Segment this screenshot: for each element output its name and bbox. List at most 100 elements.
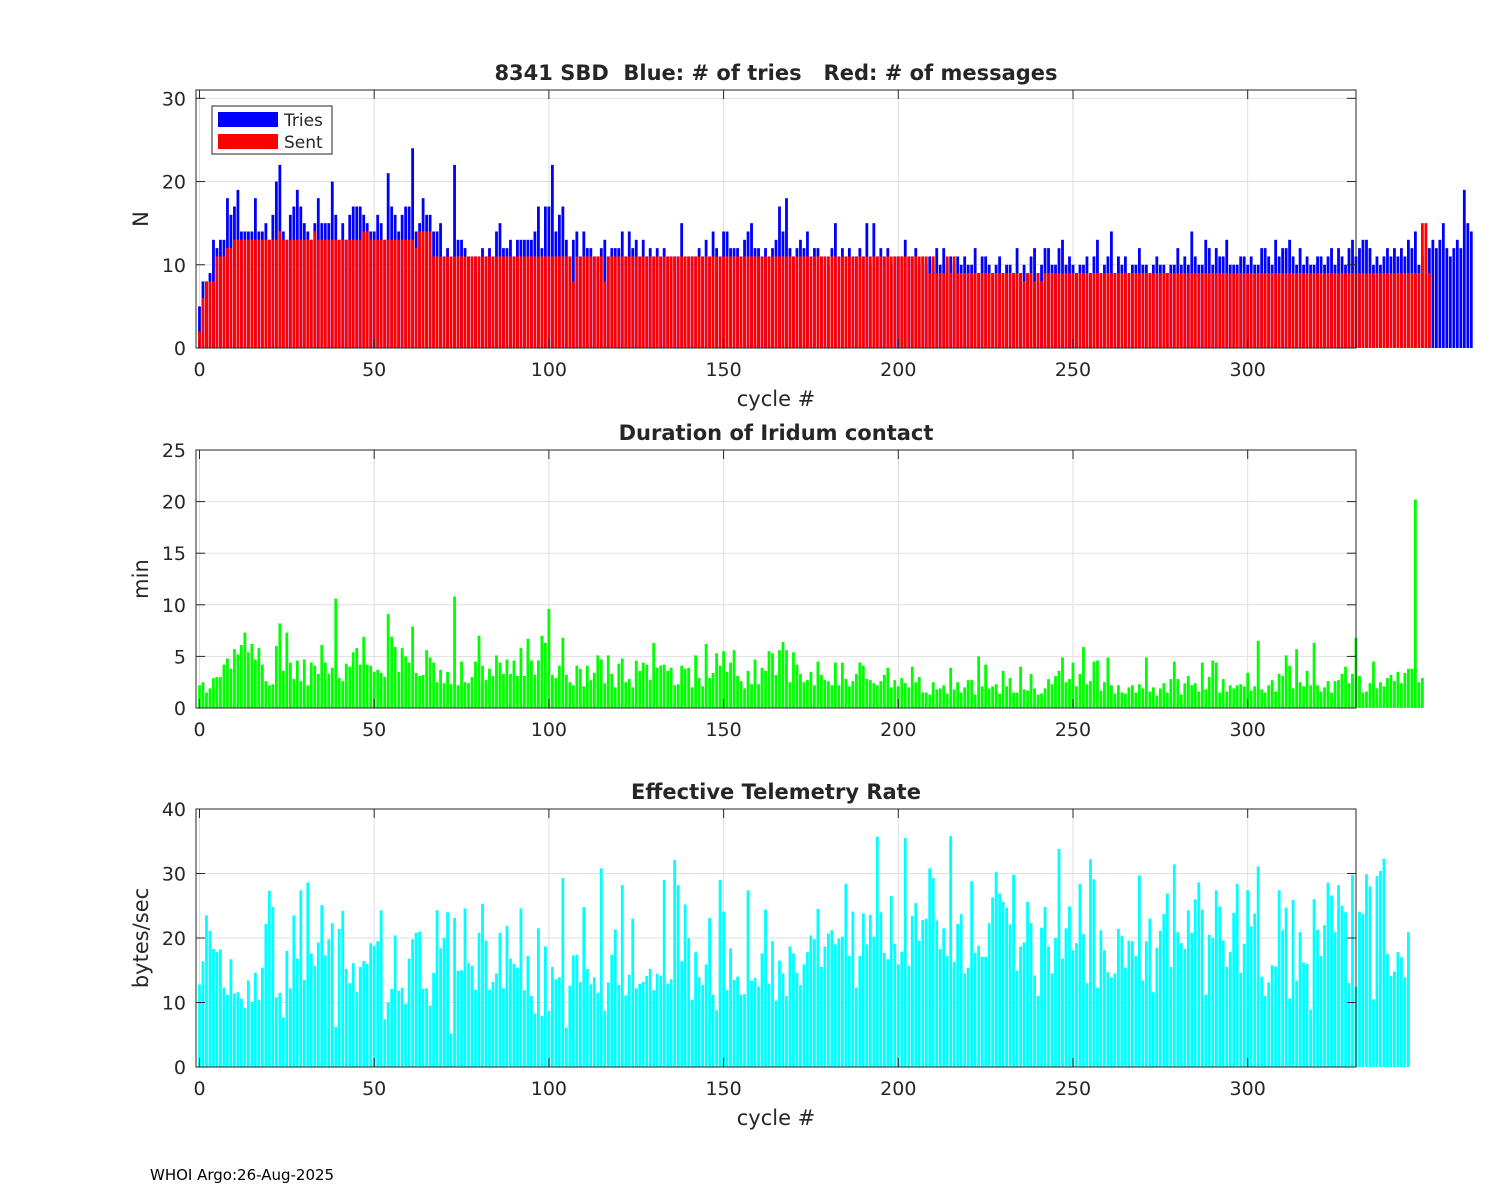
bar-rate-132 [659, 976, 663, 1067]
bar-duration-7 [222, 664, 226, 708]
bar-duration-264 [1120, 692, 1124, 708]
bar-rate-258 [1099, 930, 1103, 1067]
bar-duration-57 [397, 671, 401, 708]
bar-sent-140 [687, 256, 691, 348]
bar-rate-191 [865, 944, 869, 1067]
bar-rate-249 [1068, 906, 1071, 1067]
bar-rate-299 [1242, 943, 1246, 1067]
bar-rate-166 [778, 960, 781, 1067]
bar-rate-289 [1207, 934, 1211, 1067]
bar-sent-234 [1015, 273, 1019, 348]
bar-sent-264 [1120, 273, 1124, 348]
bar-sent-50 [372, 239, 376, 348]
bar-rate-16 [254, 972, 257, 1067]
bar-duration-182 [834, 662, 837, 708]
bar-rate-167 [781, 973, 785, 1067]
bar-duration-62 [414, 672, 418, 708]
bar-sent-328 [1344, 273, 1347, 348]
bar-duration-303 [1256, 640, 1260, 708]
bar-rate-14 [247, 980, 250, 1067]
bar-rate-67 [432, 972, 435, 1067]
bar-sent-301 [1249, 273, 1253, 348]
bar-duration-224 [980, 686, 984, 708]
chart-2: 0 50 100 150 200 250 300 0 5 10 15 20 25 Duration of … [129, 421, 1424, 741]
bar-duration-114 [596, 655, 600, 708]
bar-duration-245 [1054, 676, 1057, 708]
bar-duration-202 [903, 683, 907, 708]
bar-sent-120 [617, 256, 621, 348]
bar-duration-78 [470, 677, 474, 708]
bar-rate-189 [858, 956, 862, 1067]
bar-sent-254 [1085, 273, 1089, 348]
bar-sent-289 [1207, 273, 1211, 348]
bar-sent-237 [1026, 273, 1029, 348]
bar-sent-335 [1368, 273, 1372, 348]
bar-tries-364 [1469, 231, 1473, 348]
chart-title: Duration of Iridum contact [619, 421, 934, 445]
bar-duration-98 [540, 635, 544, 708]
bar-sent-205 [914, 256, 918, 348]
bar-sent-174 [806, 256, 809, 348]
bar-sent-135 [669, 256, 673, 348]
bar-rate-323 [1326, 882, 1330, 1067]
bar-sent-267 [1130, 273, 1134, 348]
bar-duration-241 [1040, 693, 1043, 708]
bar-rate-140 [687, 938, 691, 1067]
bar-sent-45 [355, 239, 359, 348]
bar-duration-47 [362, 636, 366, 708]
bar-tries-361 [1459, 248, 1463, 348]
bar-sent-229 [998, 273, 1002, 348]
bar-duration-338 [1379, 682, 1382, 708]
bar-sent-214 [945, 256, 949, 348]
bar-rate-295 [1228, 952, 1232, 1067]
axes-frame [195, 449, 1357, 709]
bar-duration-239 [1033, 688, 1036, 708]
bar-sent-294 [1225, 273, 1229, 348]
bar-sent-154 [736, 256, 739, 348]
bar-rate-117 [606, 982, 610, 1067]
bar-sent-321 [1319, 273, 1323, 348]
bar-duration-123 [627, 679, 631, 708]
bar-rate-198 [889, 896, 893, 1067]
bar-sent-139 [683, 256, 687, 348]
bar-sent-257 [1096, 273, 1099, 348]
y-tick-label: 25 [162, 440, 186, 462]
bar-rate-55 [390, 988, 394, 1067]
bar-rate-212 [938, 948, 942, 1067]
bar-rate-147 [711, 994, 715, 1067]
bar-sent-288 [1204, 273, 1208, 348]
bar-duration-305 [1263, 692, 1267, 708]
bar-sent-304 [1260, 273, 1264, 348]
bar-duration-250 [1071, 662, 1075, 708]
bar-duration-196 [882, 674, 886, 708]
bar-sent-263 [1117, 273, 1120, 348]
bar-sent-39 [334, 239, 338, 348]
bar-duration-297 [1235, 685, 1239, 708]
bar-sent-81 [481, 256, 484, 348]
bar-duration-89 [509, 673, 512, 708]
bar-rate-76 [463, 908, 467, 1067]
bar-rate-237 [1026, 901, 1029, 1067]
bar-duration-48 [365, 664, 369, 708]
bar-sent-59 [404, 239, 408, 348]
bar-rate-219 [963, 973, 967, 1067]
bar-rate-178 [820, 967, 823, 1067]
bar-duration-42 [344, 663, 348, 708]
bar-sent-339 [1382, 273, 1386, 348]
bar-sent-78 [470, 256, 474, 348]
bar-rate-176 [813, 939, 816, 1067]
bar-duration-225 [984, 664, 988, 708]
bar-duration-234 [1015, 692, 1019, 708]
bar-rate-185 [844, 883, 848, 1067]
bar-sent-80 [477, 256, 481, 348]
bar-sent-161 [760, 256, 764, 348]
bar-rate-78 [470, 965, 474, 1067]
bar-rate-83 [488, 989, 491, 1067]
bar-sent-241 [1040, 281, 1043, 348]
bar-sent-127 [641, 256, 645, 348]
bar-sent-16 [254, 239, 257, 348]
bar-duration-231 [1005, 686, 1008, 708]
bar-duration-204 [910, 666, 914, 708]
x-tick-label: 0 [193, 719, 205, 741]
bar-duration-144 [701, 686, 705, 708]
